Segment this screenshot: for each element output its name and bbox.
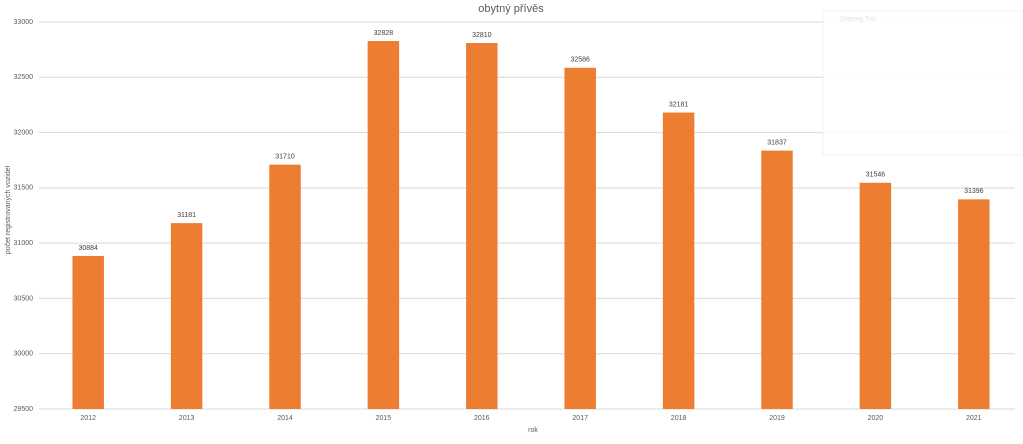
data-label: 32810 [472, 32, 492, 39]
y-tick-label: 32500 [14, 74, 34, 81]
y-tick-label: 31000 [14, 240, 34, 247]
bar [761, 150, 793, 409]
data-label: 32586 [570, 57, 590, 64]
x-tick-label: 2012 [80, 415, 96, 422]
y-tick-label: 29500 [14, 406, 34, 413]
y-axis-title: počet registrovaných vozidel [5, 165, 12, 254]
overlay-title: Snipping Tool [840, 17, 876, 23]
data-label: 31710 [275, 153, 295, 160]
bar [72, 255, 104, 409]
bar [466, 43, 498, 409]
data-label: 31396 [964, 188, 984, 195]
x-tick-label: 2019 [769, 415, 785, 422]
bar [564, 67, 596, 409]
x-tick-label: 2016 [474, 415, 490, 422]
y-tick-label: 31500 [14, 185, 34, 192]
bar [859, 182, 892, 409]
y-tick-label: 32000 [14, 129, 34, 136]
x-tick-label: 2013 [179, 415, 195, 422]
data-label: 31546 [866, 172, 886, 179]
x-tick-label: 2017 [572, 415, 588, 422]
x-tick-label: 2018 [671, 415, 687, 422]
x-axis-title: rok [528, 427, 538, 434]
bar [958, 199, 990, 409]
data-label: 31181 [177, 212, 196, 219]
y-tick-label: 30500 [14, 295, 34, 302]
data-label: 30884 [78, 245, 98, 252]
x-tick-label: 2021 [966, 415, 982, 422]
bar [269, 164, 301, 409]
data-label: 32181 [669, 101, 689, 108]
bar [170, 223, 203, 409]
bar [367, 41, 400, 410]
y-tick-label: 33000 [14, 19, 34, 26]
x-tick-label: 2020 [868, 415, 884, 422]
x-tick-label: 2014 [277, 415, 293, 422]
data-label: 32828 [374, 30, 394, 37]
overlay-window [822, 10, 1023, 156]
data-label: 31837 [767, 139, 787, 146]
chart-title: obytný přívěs [478, 3, 544, 15]
bar [662, 112, 695, 410]
y-tick-label: 30000 [14, 351, 34, 358]
x-tick-label: 2015 [376, 415, 392, 422]
